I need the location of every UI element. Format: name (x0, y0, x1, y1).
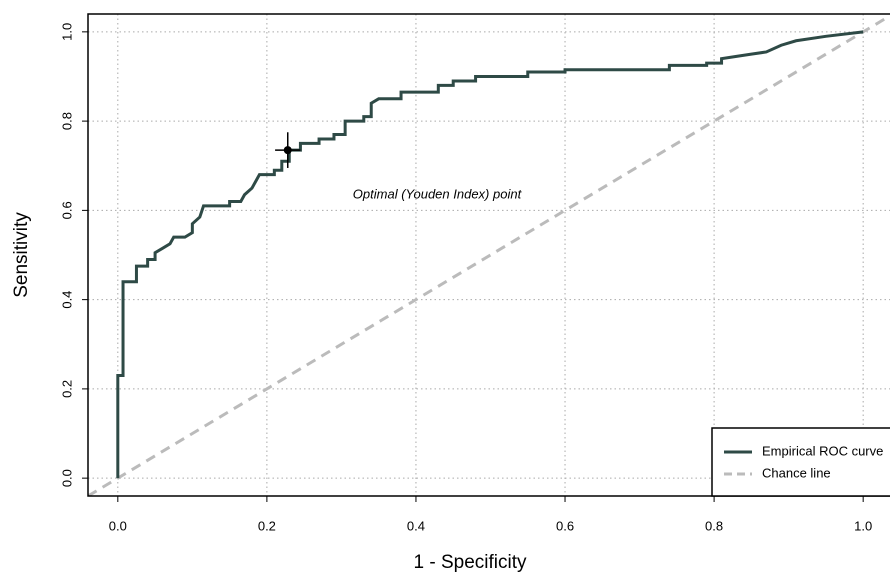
y-axis-title: Sensitivity (11, 212, 32, 298)
legend-label: Empirical ROC curve (762, 443, 883, 458)
x-tick-label: 0.0 (109, 518, 127, 533)
y-tick-label: 0.0 (59, 469, 74, 487)
x-tick-label: 1.0 (854, 518, 872, 533)
x-axis-title: 1 - Specificity (414, 552, 527, 573)
y-tick-label: 0.2 (59, 380, 74, 398)
y-tick-label: 0.6 (59, 201, 74, 219)
x-tick-label: 0.6 (556, 518, 574, 533)
legend-label: Chance line (762, 465, 831, 480)
y-tick-label: 1.0 (59, 23, 74, 41)
legend-box (711, 427, 890, 497)
x-tick-label: 0.2 (258, 518, 276, 533)
roc-curve (116, 30, 864, 479)
chance-line (88, 14, 890, 496)
plot-area (88, 14, 890, 496)
optimal-point (283, 146, 292, 155)
plot-border (87, 13, 890, 497)
annotation: Optimal (Youden Index) point (353, 186, 523, 201)
y-tick-label: 0.8 (59, 112, 74, 130)
y-tick-label: 0.4 (59, 291, 74, 309)
x-tick-label: 0.4 (407, 518, 425, 533)
x-tick-label: 0.8 (705, 518, 723, 533)
